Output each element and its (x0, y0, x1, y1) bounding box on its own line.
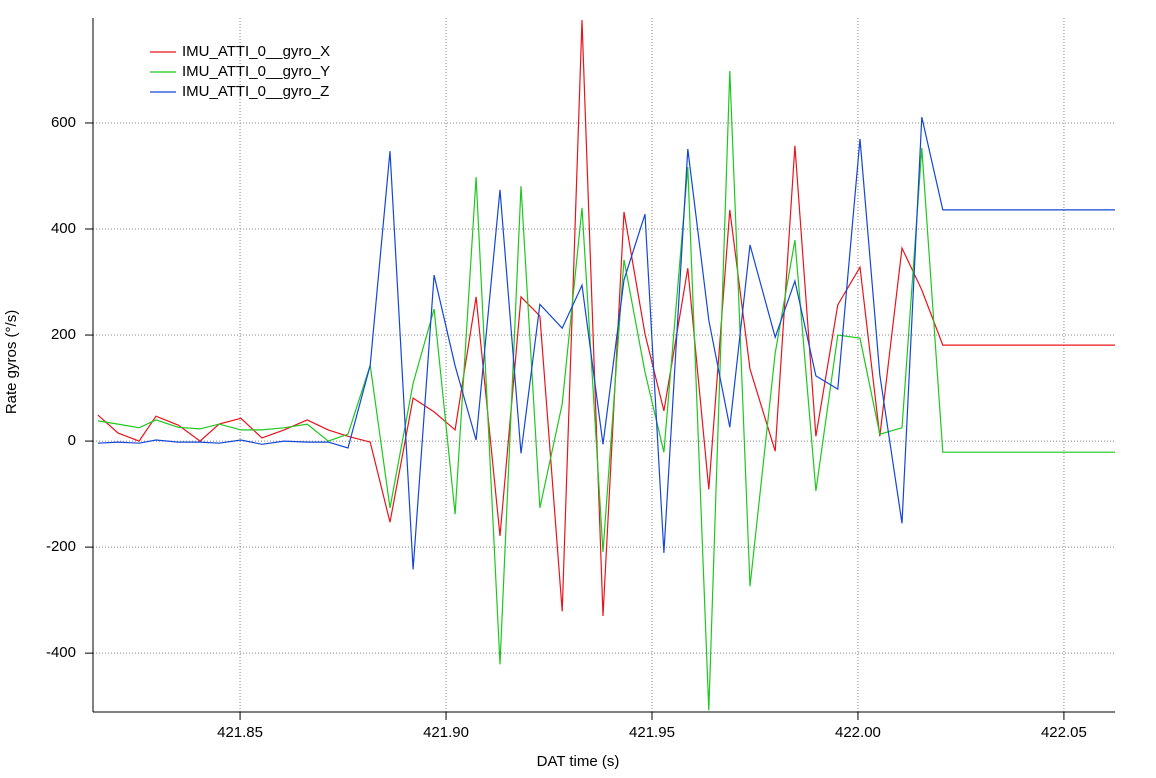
y-tick-label: 600 (51, 114, 76, 131)
x-tick-label: 421.90 (423, 724, 469, 741)
x-tick-label: 422.05 (1041, 724, 1087, 741)
series-line (97, 20, 1115, 617)
x-tick-label: 422.00 (835, 724, 881, 741)
y-tick-label: 200 (51, 326, 76, 343)
y-tick-label: -200 (46, 538, 76, 555)
x-tick-label: 421.95 (629, 724, 675, 741)
y-tick-label: 400 (51, 220, 76, 237)
y-tick-label: -400 (46, 644, 76, 661)
series-line (97, 70, 1115, 711)
legend-label: IMU_ATTI_0__gyro_Y (182, 63, 330, 80)
x-tick-label: 421.85 (217, 724, 263, 741)
legend-label: IMU_ATTI_0__gyro_X (182, 43, 330, 60)
y-tick-label: 0 (68, 432, 76, 449)
x-axis-label: DAT time (s) (537, 753, 620, 770)
legend-label: IMU_ATTI_0__gyro_Z (182, 83, 329, 100)
y-axis-label: Rate gyros (°/s) (3, 310, 20, 414)
series-line (97, 116, 1115, 570)
